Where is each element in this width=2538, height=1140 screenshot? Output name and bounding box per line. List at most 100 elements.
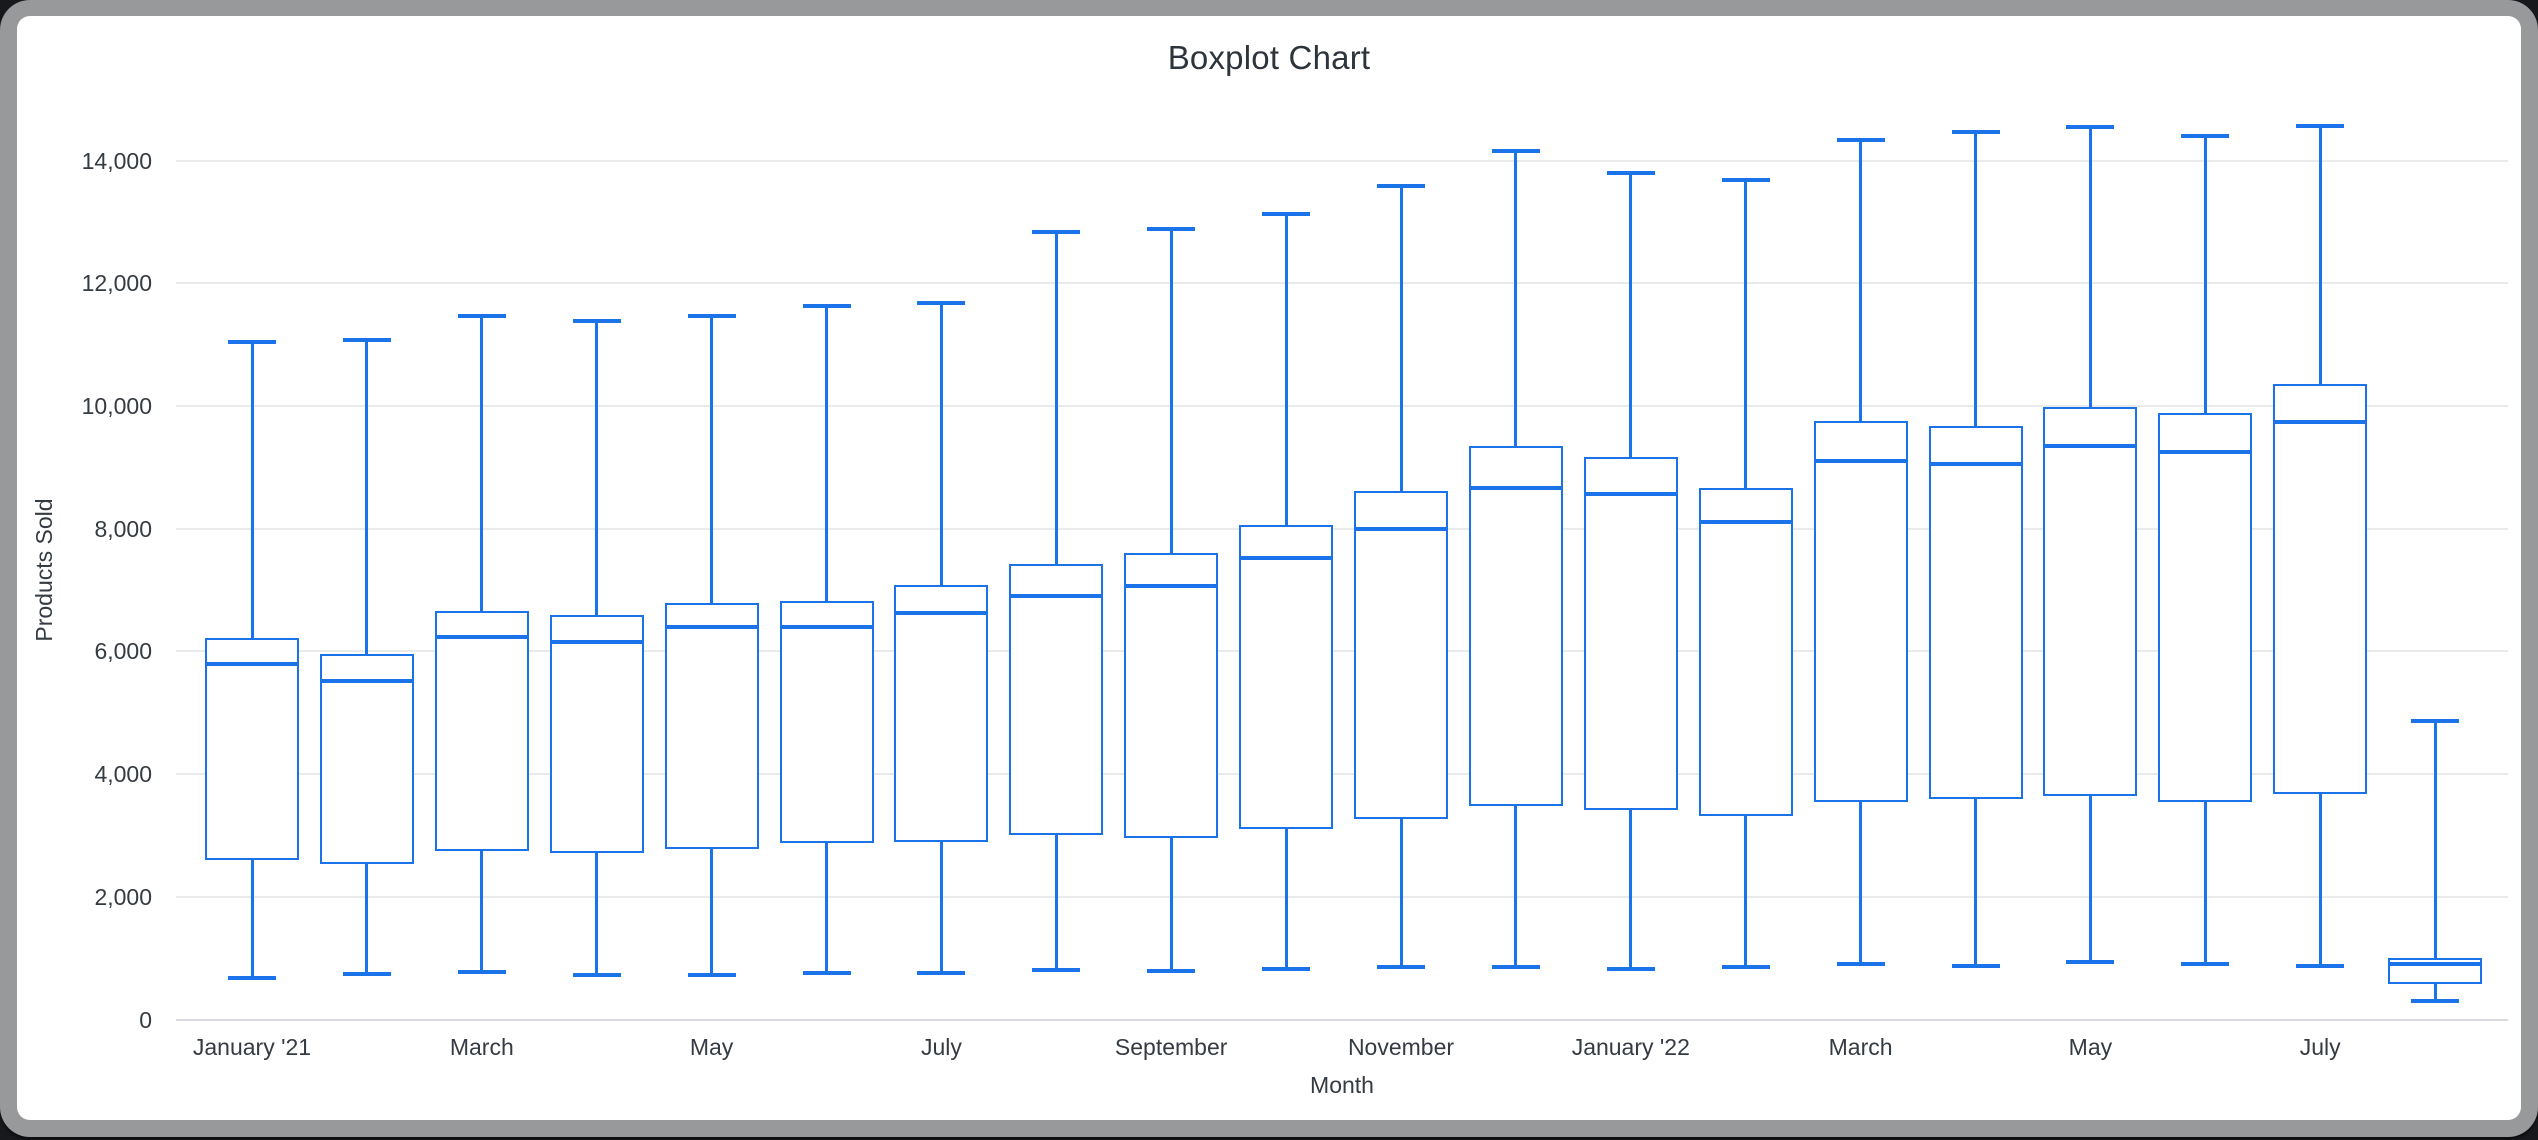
median-line bbox=[1698, 519, 1793, 524]
box-iqr bbox=[2273, 383, 2368, 794]
whisker-upper bbox=[939, 302, 943, 586]
whisker-upper-cap bbox=[1147, 227, 1196, 232]
whisker-upper bbox=[1629, 172, 1633, 458]
whisker-upper-cap bbox=[802, 303, 851, 308]
whisker-lower bbox=[1744, 815, 1748, 967]
box-iqr bbox=[1813, 420, 1908, 802]
median-line bbox=[1468, 485, 1563, 490]
whisker-upper-cap bbox=[1262, 212, 1311, 217]
whisker-upper bbox=[1744, 180, 1748, 488]
box-iqr bbox=[434, 610, 529, 851]
box-iqr bbox=[2043, 406, 2138, 797]
box-iqr bbox=[1354, 490, 1448, 819]
y-axis-title: Products Sold bbox=[31, 498, 57, 642]
box-iqr bbox=[664, 602, 759, 849]
box-iqr bbox=[1698, 487, 1793, 816]
whisker-lower-cap bbox=[228, 975, 276, 980]
whisker-upper-cap bbox=[2181, 133, 2230, 138]
whisker-upper bbox=[1284, 214, 1288, 525]
gridline bbox=[176, 282, 2508, 285]
box-iqr bbox=[319, 654, 414, 864]
median-line bbox=[2388, 962, 2483, 967]
whisker-lower bbox=[480, 850, 484, 972]
whisker-upper-cap bbox=[917, 300, 966, 305]
whisker-lower-cap bbox=[1262, 967, 1311, 972]
whisker-lower-cap bbox=[457, 969, 506, 974]
whisker-lower-cap bbox=[1147, 969, 1196, 974]
y-tick-label: 0 bbox=[139, 1006, 152, 1033]
gridline bbox=[176, 650, 2508, 653]
whisker-lower-cap bbox=[2296, 964, 2345, 969]
box-iqr bbox=[779, 601, 874, 844]
whisker-lower-cap bbox=[1606, 966, 1655, 971]
median-line bbox=[894, 611, 989, 616]
whisker-upper-cap bbox=[1377, 184, 1425, 189]
y-tick-label: 10,000 bbox=[81, 392, 152, 419]
whisker-upper-cap bbox=[1721, 178, 1770, 183]
median-line bbox=[1354, 527, 1448, 532]
y-tick-label: 8,000 bbox=[94, 515, 152, 542]
whisker-lower bbox=[1399, 818, 1403, 968]
whisker-upper bbox=[1974, 131, 1977, 426]
gridline bbox=[176, 895, 2508, 898]
whisker-lower bbox=[2203, 801, 2207, 965]
x-tick-label: January '21 bbox=[192, 1034, 312, 1060]
whisker-lower bbox=[1629, 809, 1633, 969]
box-iqr bbox=[549, 615, 644, 853]
x-tick-label: January '22 bbox=[1571, 1034, 1690, 1060]
box-iqr bbox=[1468, 445, 1563, 806]
whisker-upper-cap bbox=[1606, 170, 1655, 175]
median-line bbox=[1583, 491, 1678, 496]
whisker-lower-cap bbox=[1032, 968, 1081, 973]
y-tick-label: 12,000 bbox=[81, 270, 152, 297]
whisker-upper bbox=[1859, 140, 1863, 421]
x-tick-label: May bbox=[2068, 1034, 2113, 1060]
whisker-upper bbox=[2433, 720, 2437, 959]
whisker-upper-cap bbox=[228, 339, 276, 344]
gridline bbox=[176, 527, 2508, 530]
whisker-lower-cap bbox=[1377, 965, 1425, 970]
y-tick-label: 6,000 bbox=[94, 638, 152, 665]
x-tick-label: September bbox=[1114, 1034, 1228, 1060]
whisker-lower-cap bbox=[1721, 964, 1770, 969]
whisker-lower bbox=[365, 863, 369, 975]
whisker-lower-cap bbox=[2181, 962, 2230, 967]
whisker-upper-cap bbox=[2411, 718, 2460, 723]
whisker-lower bbox=[250, 859, 254, 978]
median-line bbox=[1239, 556, 1334, 561]
y-tick-label: 4,000 bbox=[94, 761, 152, 788]
whisker-lower bbox=[1859, 801, 1863, 965]
whisker-upper bbox=[1399, 186, 1403, 491]
median-line bbox=[434, 635, 529, 640]
x-axis-title: Month bbox=[1310, 1072, 1374, 1098]
x-tick-label: March bbox=[449, 1034, 514, 1060]
whisker-lower-cap bbox=[2066, 960, 2115, 965]
whisker-lower-cap bbox=[342, 972, 391, 977]
median-line bbox=[2158, 449, 2253, 454]
x-tick-label: May bbox=[689, 1034, 734, 1060]
x-tick-label: July bbox=[2299, 1034, 2341, 1060]
whisker-upper-cap bbox=[1951, 129, 2000, 134]
whisker-upper bbox=[2088, 126, 2092, 407]
zero-gridline bbox=[176, 1018, 2508, 1021]
median-line bbox=[664, 625, 759, 630]
whisker-upper bbox=[2318, 126, 2322, 384]
median-line bbox=[2043, 443, 2138, 448]
median-line bbox=[205, 661, 299, 666]
whisker-lower bbox=[1169, 837, 1173, 972]
gridline bbox=[176, 404, 2508, 407]
box-iqr bbox=[1928, 425, 2023, 799]
whisker-lower bbox=[1514, 805, 1518, 967]
median-line bbox=[1124, 584, 1219, 589]
box-iqr bbox=[1583, 457, 1678, 810]
whisker-upper bbox=[365, 339, 369, 655]
whisker-lower bbox=[2433, 983, 2437, 1002]
whisker-lower-cap bbox=[917, 970, 966, 975]
whisker-lower-cap bbox=[572, 972, 621, 977]
whisker-lower-cap bbox=[802, 970, 851, 975]
whisker-lower bbox=[710, 848, 714, 976]
x-tick-label: July bbox=[920, 1034, 962, 1060]
whisker-lower bbox=[595, 852, 599, 975]
box-iqr bbox=[894, 585, 989, 842]
whisker-lower bbox=[2318, 793, 2322, 967]
